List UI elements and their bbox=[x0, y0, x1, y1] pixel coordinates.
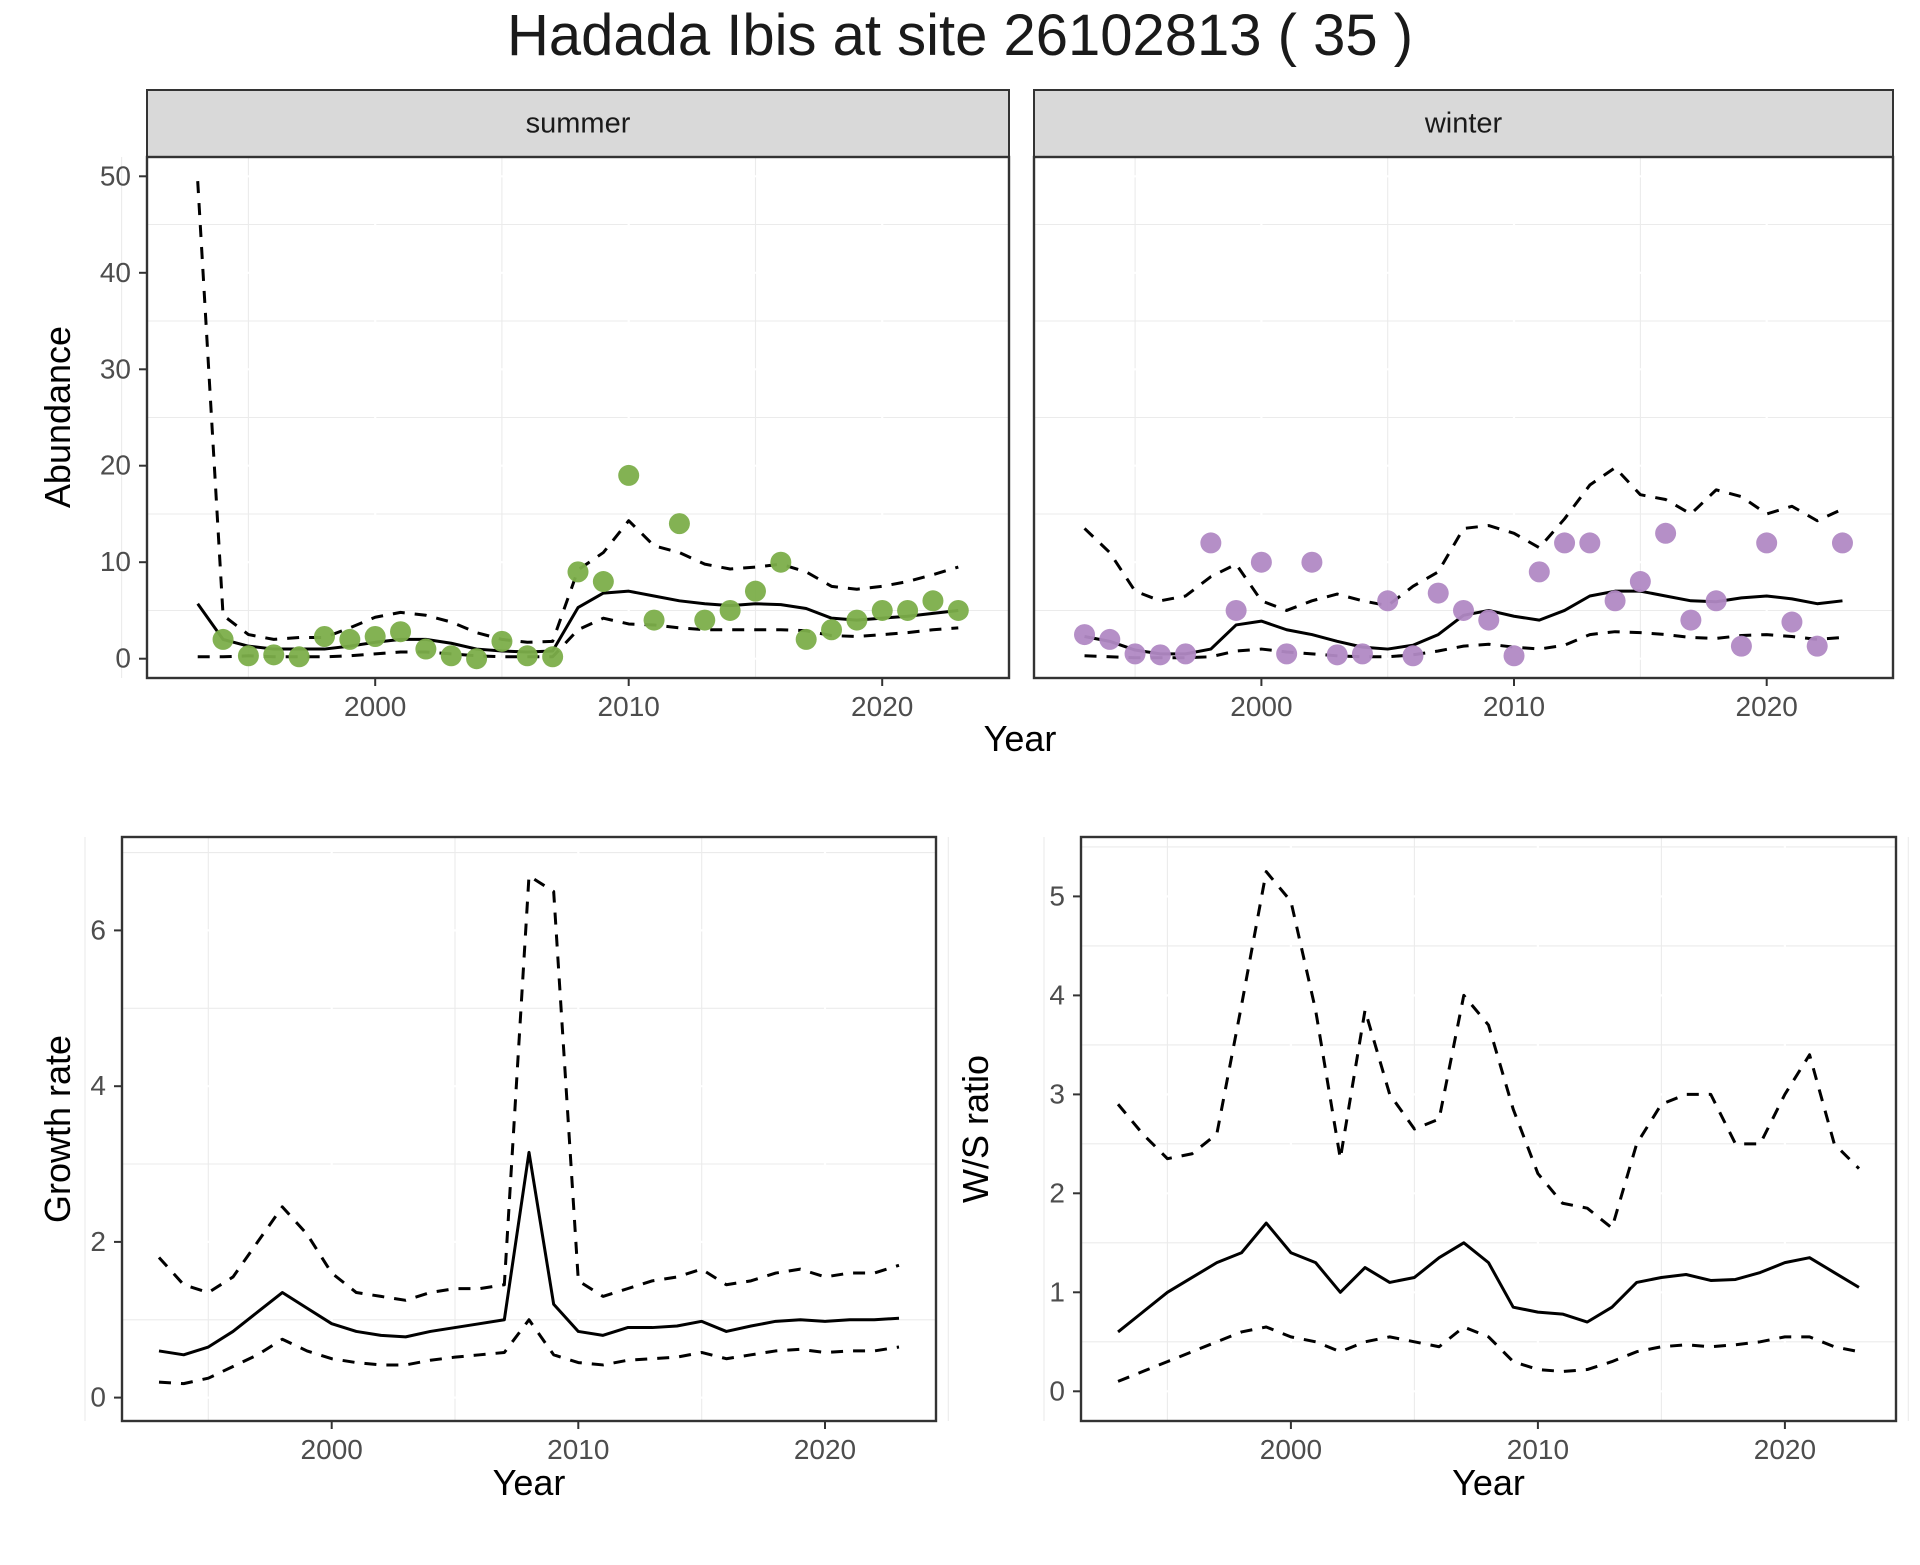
svg-text:4: 4 bbox=[1049, 979, 1065, 1010]
svg-text:2000: 2000 bbox=[1260, 1434, 1322, 1465]
svg-text:40: 40 bbox=[100, 257, 131, 288]
svg-text:winter: winter bbox=[1424, 108, 1503, 140]
svg-text:10: 10 bbox=[100, 546, 131, 577]
svg-text:0: 0 bbox=[1049, 1375, 1065, 1406]
svg-text:0: 0 bbox=[115, 643, 131, 674]
svg-text:5: 5 bbox=[1049, 880, 1065, 911]
svg-text:2020: 2020 bbox=[794, 1434, 856, 1465]
svg-text:2000: 2000 bbox=[301, 1434, 363, 1465]
svg-text:2: 2 bbox=[1049, 1177, 1065, 1208]
svg-text:50: 50 bbox=[100, 160, 131, 191]
svg-text:2010: 2010 bbox=[1507, 1434, 1569, 1465]
svg-text:3: 3 bbox=[1049, 1078, 1065, 1109]
svg-text:2020: 2020 bbox=[1754, 1434, 1816, 1465]
svg-text:1: 1 bbox=[1049, 1276, 1065, 1307]
svg-text:2010: 2010 bbox=[547, 1434, 609, 1465]
svg-text:30: 30 bbox=[100, 353, 131, 384]
svg-text:0: 0 bbox=[90, 1382, 106, 1413]
svg-text:20: 20 bbox=[100, 450, 131, 481]
svg-text:2: 2 bbox=[90, 1226, 106, 1257]
svg-text:4: 4 bbox=[90, 1070, 106, 1101]
svg-text:summer: summer bbox=[526, 108, 631, 140]
svg-text:6: 6 bbox=[90, 914, 106, 945]
